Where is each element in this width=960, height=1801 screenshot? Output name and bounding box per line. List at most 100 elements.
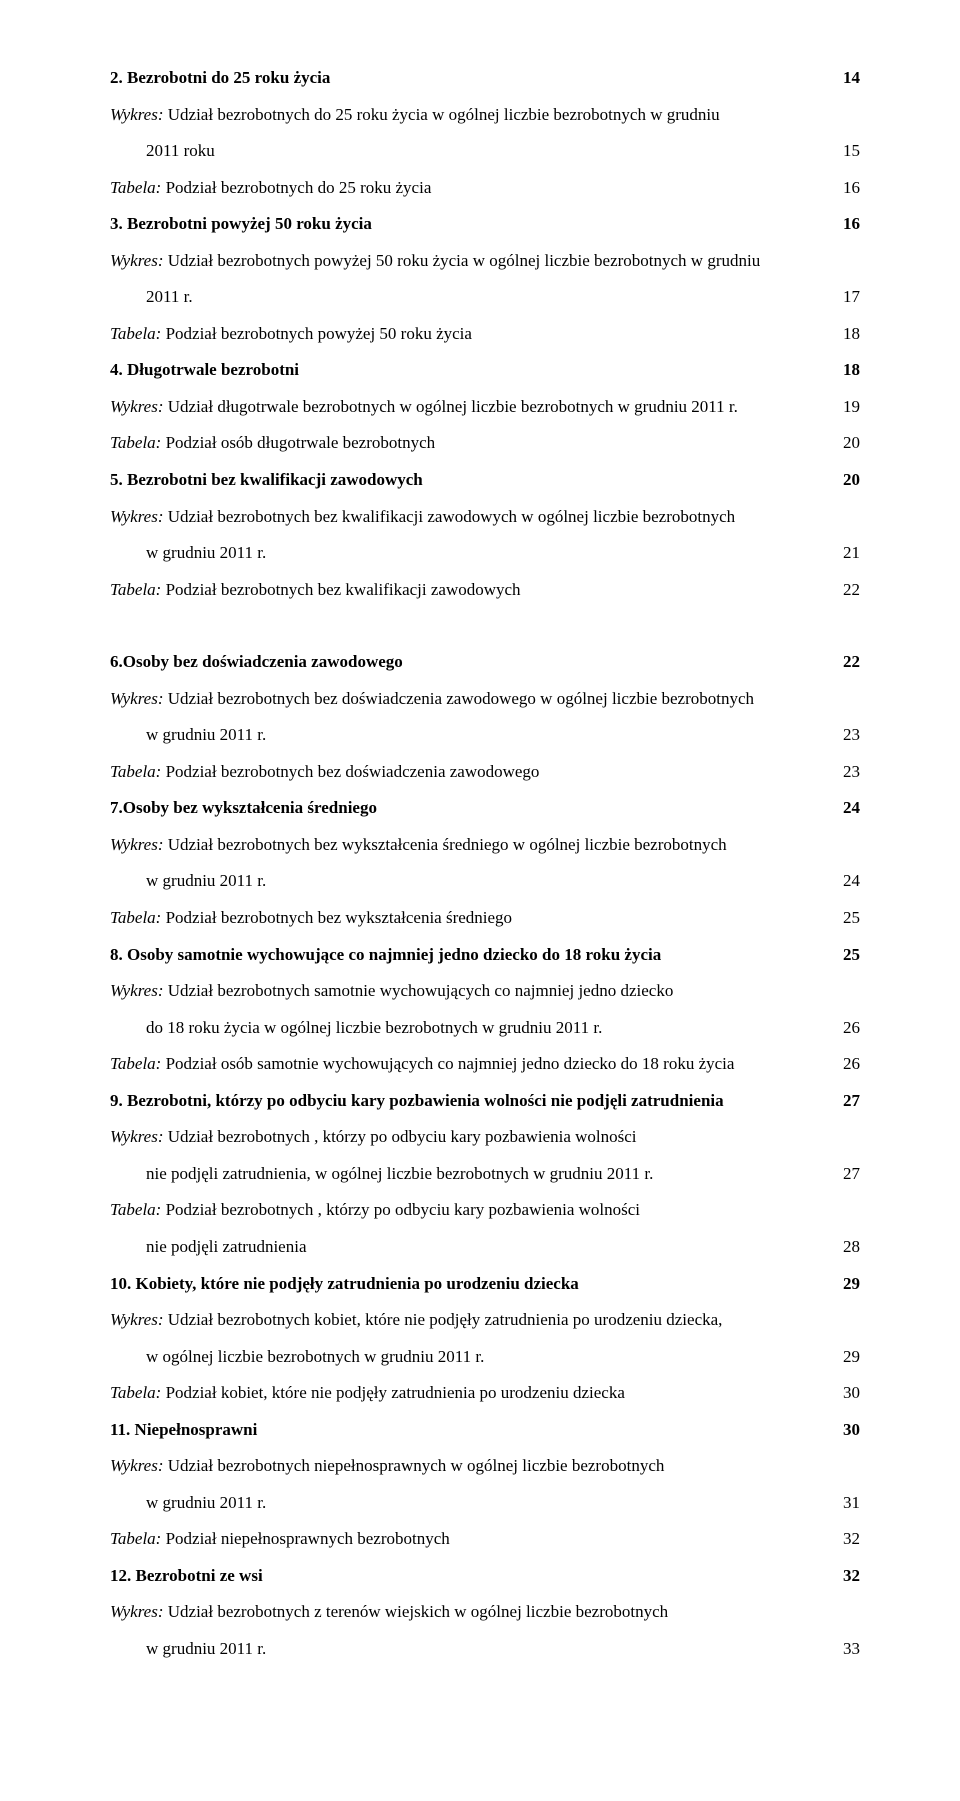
toc-label-text: 3. Bezrobotni powyżej 50 roku życia — [110, 214, 372, 233]
toc-page-number: 22 — [836, 644, 860, 681]
toc-label-text: nie podjęli zatrudnienia — [146, 1237, 307, 1256]
toc-prefix: Tabela: — [110, 580, 161, 599]
toc-row: nie podjęli zatrudnienia 28 — [110, 1229, 860, 1266]
toc-row: Wykres: Udział bezrobotnych kobiet, któr… — [110, 1302, 860, 1339]
toc-label: w grudniu 2011 r. — [110, 863, 836, 900]
toc-prefix: Wykres: — [110, 1456, 164, 1475]
toc-row: 11. Niepełnosprawni 30 — [110, 1412, 860, 1449]
toc-label: Tabela: Podział kobiet, które nie podjęł… — [110, 1375, 836, 1412]
toc-prefix: Wykres: — [110, 397, 164, 416]
toc-row: Tabela: Podział osób długotrwale bezrobo… — [110, 425, 860, 462]
toc-row: Tabela: Podział bezrobotnych , którzy po… — [110, 1192, 860, 1229]
toc-label-text: Podział bezrobotnych , którzy po odbyciu… — [161, 1200, 640, 1219]
toc-row: w grudniu 2011 r.23 — [110, 717, 860, 754]
toc-label-text: 2. Bezrobotni do 25 roku życia — [110, 68, 330, 87]
toc-label: Wykres: Udział bezrobotnych z terenów wi… — [110, 1594, 836, 1631]
toc-label-text: Udział bezrobotnych niepełnosprawnych w … — [164, 1456, 665, 1475]
toc-prefix: Wykres: — [110, 1602, 164, 1621]
toc-label: Tabela: Podział bezrobotnych bez kwalifi… — [110, 572, 836, 609]
toc-label: Wykres: Udział bezrobotnych powyżej 50 r… — [110, 243, 836, 280]
toc-label: Wykres: Udział długotrwale bezrobotnych … — [110, 389, 836, 426]
toc-row: w grudniu 2011 r. 24 — [110, 863, 860, 900]
toc-page-number: 20 — [836, 462, 860, 499]
toc-page-number: 24 — [836, 863, 860, 900]
toc-row: Wykres: Udział bezrobotnych bez wykształ… — [110, 827, 860, 864]
toc-prefix: Tabela: — [110, 1054, 161, 1073]
toc-label-text: Udział bezrobotnych z terenów wiejskich … — [164, 1602, 669, 1621]
toc-prefix: Tabela: — [110, 433, 161, 452]
toc-label-text: 9. Bezrobotni, którzy po odbyciu kary po… — [110, 1091, 724, 1110]
toc-page: 2. Bezrobotni do 25 roku życia14Wykres: … — [0, 0, 960, 1801]
toc-label: w grudniu 2011 r. — [110, 535, 836, 572]
toc-label-text: 11. Niepełnosprawni — [110, 1420, 257, 1439]
toc-page-number: 24 — [836, 790, 860, 827]
toc-page-number: 22 — [836, 572, 860, 609]
toc-page-number: 33 — [836, 1631, 860, 1668]
toc-label-text: 7.Osoby bez wykształcenia średniego — [110, 798, 377, 817]
toc-label: Wykres: Udział bezrobotnych kobiet, któr… — [110, 1302, 836, 1339]
toc-page-number: 20 — [836, 425, 860, 462]
toc-label: Wykres: Udział bezrobotnych bez wykształ… — [110, 827, 836, 864]
toc-page-number: 23 — [836, 717, 860, 754]
toc-label: Tabela: Podział bezrobotnych bez doświad… — [110, 754, 836, 791]
toc-label: 9. Bezrobotni, którzy po odbyciu kary po… — [110, 1083, 836, 1120]
toc-label: w grudniu 2011 r. — [110, 1631, 836, 1668]
toc-label-text: 5. Bezrobotni bez kwalifikacji zawodowyc… — [110, 470, 423, 489]
toc-label: 2. Bezrobotni do 25 roku życia — [110, 60, 836, 97]
toc-label-text: Udział bezrobotnych samotnie wychowujący… — [164, 981, 674, 1000]
toc-page-number: 26 — [836, 1010, 860, 1047]
toc-label: nie podjęli zatrudnienia — [110, 1229, 836, 1266]
toc-row: 2011 r.17 — [110, 279, 860, 316]
toc-label: Tabela: Podział bezrobotnych do 25 roku … — [110, 170, 836, 207]
toc-row: nie podjęli zatrudnienia, w ogólnej licz… — [110, 1156, 860, 1193]
toc-row: w ogólnej liczbie bezrobotnych w grudniu… — [110, 1339, 860, 1376]
spacer — [110, 608, 860, 644]
toc-row: 2011 roku 15 — [110, 133, 860, 170]
toc-row: Wykres: Udział bezrobotnych niepełnospra… — [110, 1448, 860, 1485]
toc-label-text: do 18 roku życia w ogólnej liczbie bezro… — [146, 1018, 602, 1037]
toc-label-text: 2011 roku — [146, 141, 215, 160]
toc-page-number: 16 — [836, 170, 860, 207]
toc-label-text: w grudniu 2011 r. — [146, 543, 266, 562]
toc-page-number: 14 — [836, 60, 860, 97]
toc-label: Tabela: Podział bezrobotnych , którzy po… — [110, 1192, 836, 1229]
toc-page-number: 30 — [836, 1412, 860, 1449]
toc-label: Tabela: Podział osób długotrwale bezrobo… — [110, 425, 836, 462]
toc-label-text: w grudniu 2011 r. — [146, 871, 266, 890]
toc-prefix: Tabela: — [110, 1529, 161, 1548]
toc-label: 2011 r. — [110, 279, 836, 316]
toc-label: do 18 roku życia w ogólnej liczbie bezro… — [110, 1010, 836, 1047]
toc-prefix: Tabela: — [110, 324, 161, 343]
toc-label: 12. Bezrobotni ze wsi — [110, 1558, 836, 1595]
toc-prefix: Wykres: — [110, 981, 164, 1000]
toc-page-number: 23 — [836, 754, 860, 791]
toc-row: 3. Bezrobotni powyżej 50 roku życia16 — [110, 206, 860, 243]
toc-page-number: 31 — [836, 1485, 860, 1522]
toc-prefix: Wykres: — [110, 507, 164, 526]
toc-row: 12. Bezrobotni ze wsi32 — [110, 1558, 860, 1595]
toc-row: Wykres: Udział bezrobotnych powyżej 50 r… — [110, 243, 860, 280]
toc-row: 5. Bezrobotni bez kwalifikacji zawodowyc… — [110, 462, 860, 499]
toc-row: Wykres: Udział długotrwale bezrobotnych … — [110, 389, 860, 426]
toc-page-number: 28 — [836, 1229, 860, 1266]
toc-label-text: Udział bezrobotnych kobiet, które nie po… — [164, 1310, 723, 1329]
toc-label-text: Podział bezrobotnych bez doświadczenia z… — [161, 762, 539, 781]
toc-row: Tabela: Podział bezrobotnych powyżej 50 … — [110, 316, 860, 353]
toc-label: Tabela: Podział osób samotnie wychowując… — [110, 1046, 836, 1083]
toc-prefix: Wykres: — [110, 105, 164, 124]
toc-prefix: Wykres: — [110, 1310, 164, 1329]
toc-page-number: 15 — [836, 133, 860, 170]
toc-row: Wykres: Udział bezrobotnych bez doświadc… — [110, 681, 860, 718]
toc-row: Tabela: Podział bezrobotnych bez wykszta… — [110, 900, 860, 937]
toc-page-number: 30 — [836, 1375, 860, 1412]
toc-row: 8. Osoby samotnie wychowujące co najmnie… — [110, 937, 860, 974]
toc-label-text: Udział bezrobotnych do 25 roku życia w o… — [164, 105, 720, 124]
toc-prefix: Tabela: — [110, 1200, 161, 1219]
toc-label: Tabela: Podział niepełnosprawnych bezrob… — [110, 1521, 836, 1558]
toc-label-text: Udział bezrobotnych bez doświadczenia za… — [164, 689, 755, 708]
toc-label-text: 8. Osoby samotnie wychowujące co najmnie… — [110, 945, 661, 964]
toc-row: 7.Osoby bez wykształcenia średniego 24 — [110, 790, 860, 827]
toc-label: Wykres: Udział bezrobotnych do 25 roku ż… — [110, 97, 836, 134]
toc-label: w grudniu 2011 r. — [110, 1485, 836, 1522]
toc-row: w grudniu 2011 r.21 — [110, 535, 860, 572]
